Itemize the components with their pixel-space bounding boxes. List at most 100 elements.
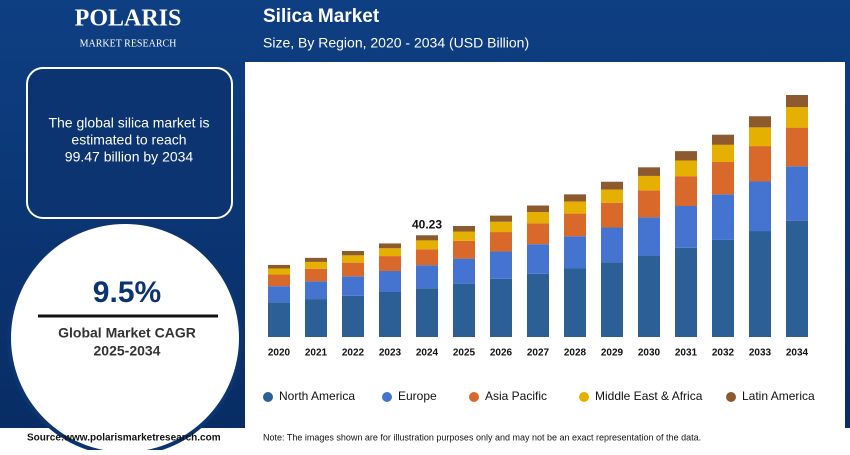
bar-segment xyxy=(268,286,290,303)
source: Source:www.polarismarketresearch.com xyxy=(27,433,221,444)
bar-segment xyxy=(601,181,623,190)
bar-segment xyxy=(712,162,734,195)
bar-segment xyxy=(749,116,771,128)
bar-segment xyxy=(749,181,771,232)
summary-line: The global silica market is xyxy=(48,115,209,131)
bar-segment xyxy=(527,273,549,337)
bar-segment xyxy=(342,251,364,256)
bar-segment xyxy=(490,251,512,279)
cagr-value: 9.5% xyxy=(93,276,161,309)
brand-sub: MARKET RESEARCH xyxy=(80,38,177,49)
bar-segment xyxy=(601,262,623,337)
bar-segment xyxy=(675,206,697,248)
bar-segment xyxy=(379,291,401,337)
bar-segment xyxy=(601,189,623,203)
bar-segment xyxy=(638,175,660,191)
summary-line: 99.47 billion by 2034 xyxy=(65,149,194,165)
bar-segment xyxy=(268,302,290,337)
legend-label: Latin America xyxy=(742,389,815,403)
bar-segment xyxy=(564,268,586,337)
bar-segment xyxy=(342,276,364,296)
cagr-label: Global Market CAGR xyxy=(58,325,196,341)
x-tick-label: 2026 xyxy=(490,348,513,359)
bar-segment xyxy=(490,221,512,233)
brand-name: POLARIS xyxy=(75,6,182,32)
bar-segment xyxy=(268,274,290,287)
x-tick-label: 2027 xyxy=(527,348,550,359)
bar-segment xyxy=(749,127,771,147)
bar-segment xyxy=(490,232,512,252)
bar-segment xyxy=(342,295,364,337)
bar-segment xyxy=(342,262,364,277)
bar-segment xyxy=(416,249,438,266)
bar-segment xyxy=(453,240,475,259)
bar-segment xyxy=(638,255,660,337)
cagr-period: 2025-2034 xyxy=(94,343,161,359)
legend-label: Middle East & Africa xyxy=(595,389,703,403)
bar-segment xyxy=(490,278,512,337)
bar-segment xyxy=(305,299,327,337)
x-tick-label: 2024 xyxy=(416,348,439,359)
bar-segment xyxy=(268,264,290,269)
bar-segment xyxy=(564,213,586,237)
legend-label: North America xyxy=(279,389,355,403)
legend-swatch xyxy=(382,392,392,402)
bar-segment xyxy=(527,205,549,213)
legend-label: Asia Pacific xyxy=(485,389,547,403)
bar-segment xyxy=(564,194,586,202)
bar-segment xyxy=(416,240,438,250)
note: Note: The images shown are for illustrat… xyxy=(263,432,701,442)
bar-segment xyxy=(675,160,697,177)
bar-segment xyxy=(786,107,808,128)
x-tick-label: 2021 xyxy=(305,348,328,359)
chart-subtitle: Size, By Region, 2020 - 2034 (USD Billio… xyxy=(263,35,529,51)
bar-segment xyxy=(342,255,364,263)
x-tick-label: 2031 xyxy=(675,348,698,359)
bar-segment xyxy=(305,257,327,262)
bar-segment xyxy=(675,176,697,207)
bar-segment xyxy=(416,235,438,241)
summary-box xyxy=(26,67,233,219)
bar-segment xyxy=(527,223,549,245)
legend-swatch xyxy=(469,392,479,402)
x-tick-label: 2025 xyxy=(453,348,476,359)
chart-title: Silica Market xyxy=(263,6,380,27)
legend-swatch xyxy=(263,392,273,402)
bar-segment xyxy=(305,281,327,300)
bar-segment xyxy=(675,247,697,337)
x-tick-label: 2022 xyxy=(342,348,365,359)
x-tick-label: 2032 xyxy=(712,348,735,359)
bar-segment xyxy=(601,202,623,228)
bar-segment xyxy=(638,217,660,256)
bar-segment xyxy=(268,268,290,275)
x-tick-label: 2030 xyxy=(638,348,661,359)
bar-segment xyxy=(527,244,549,274)
footer-strip xyxy=(0,428,850,450)
bar-segment xyxy=(601,227,623,263)
bar-segment xyxy=(712,194,734,240)
bar-segment xyxy=(453,258,475,284)
bar-segment xyxy=(416,288,438,337)
bar-segment xyxy=(453,283,475,337)
bar-segment xyxy=(638,167,660,176)
bar-segment xyxy=(712,134,734,145)
summary-line: estimated to reach xyxy=(71,132,186,148)
bar-segment xyxy=(712,239,734,337)
x-tick-label: 2023 xyxy=(379,348,402,359)
bar-segment xyxy=(379,271,401,292)
bar-segment xyxy=(786,220,808,337)
bar-segment xyxy=(786,166,808,221)
bar-segment xyxy=(712,144,734,163)
bar-segment xyxy=(638,190,660,218)
bar-segment xyxy=(379,248,401,257)
bar-segment xyxy=(453,225,475,232)
legend-swatch xyxy=(579,392,589,402)
bar-segment xyxy=(749,146,771,182)
bar-segment xyxy=(453,231,475,241)
x-tick-label: 2034 xyxy=(786,348,809,359)
x-tick-label: 2029 xyxy=(601,348,624,359)
bar-segment xyxy=(305,268,327,282)
bar-segment xyxy=(416,265,438,289)
bar-segment xyxy=(379,256,401,271)
